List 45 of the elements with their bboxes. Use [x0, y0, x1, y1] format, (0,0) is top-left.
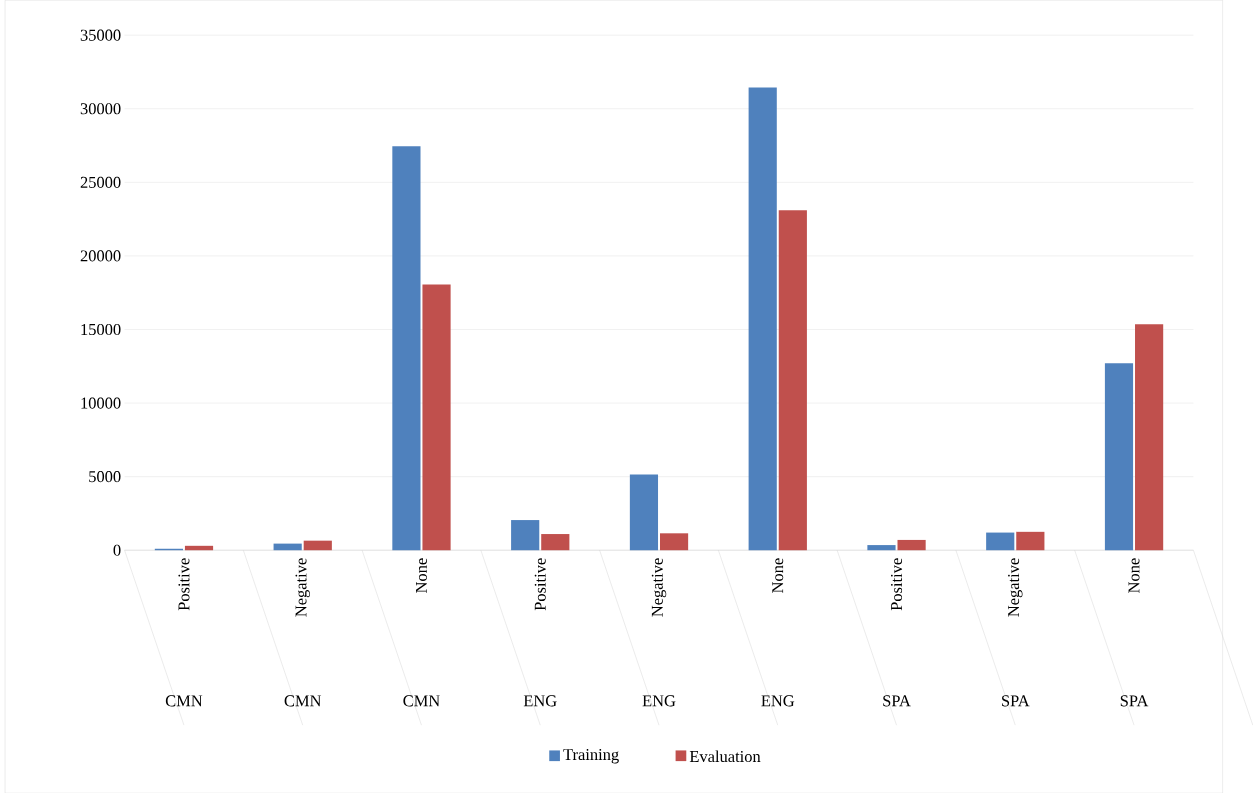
x-tick-label: None: [772, 558, 784, 593]
bar: [273, 543, 302, 551]
x-tick-label: None: [1128, 558, 1140, 593]
y-tick-label: 30000: [80, 103, 121, 115]
bar: [867, 544, 896, 551]
bar: [184, 545, 214, 551]
text: ENG: [642, 695, 676, 707]
x-tick-label: Negative: [1008, 558, 1023, 617]
bar: [392, 146, 421, 551]
bar: [303, 540, 332, 551]
x-tick-label: Negative: [295, 558, 310, 617]
y-tick-label: 5000: [89, 470, 121, 483]
bar: [1135, 324, 1164, 551]
bar: [511, 519, 540, 551]
bar: [422, 284, 451, 551]
bar: [659, 533, 689, 551]
x-tick-label: Positive: [534, 558, 546, 611]
text: ENG: [523, 695, 557, 707]
bar: [986, 532, 1015, 551]
legend-label: Evaluation: [689, 750, 761, 762]
text: ENG: [761, 695, 795, 707]
bar: [1104, 363, 1134, 551]
y-tick-label: 10000: [81, 397, 121, 409]
text: CMN: [403, 695, 440, 707]
y-tick-label: 15000: [81, 323, 121, 335]
y-tick-label: 0: [113, 544, 121, 556]
text: CMN: [284, 695, 322, 707]
x-tick-label: Negative: [651, 558, 667, 617]
x-tick-label: Positive: [178, 558, 190, 611]
y-tick-label: 20000: [80, 250, 121, 262]
bar: [778, 210, 807, 551]
text: SPA: [1002, 695, 1030, 707]
bar: [629, 474, 659, 551]
y-tick-label: 35000: [80, 29, 121, 41]
text: SPA: [883, 695, 911, 707]
bar: [748, 87, 777, 551]
x-tick-label: Positive: [890, 558, 903, 611]
y-tick-label: 25000: [80, 176, 121, 188]
text: SPA: [1120, 695, 1149, 707]
bar: [1016, 531, 1045, 551]
text: CMN: [165, 695, 203, 707]
x-tick-label: None: [416, 558, 427, 593]
bar: [897, 539, 926, 551]
bar: [541, 533, 570, 551]
legend-label: Training: [563, 748, 619, 764]
